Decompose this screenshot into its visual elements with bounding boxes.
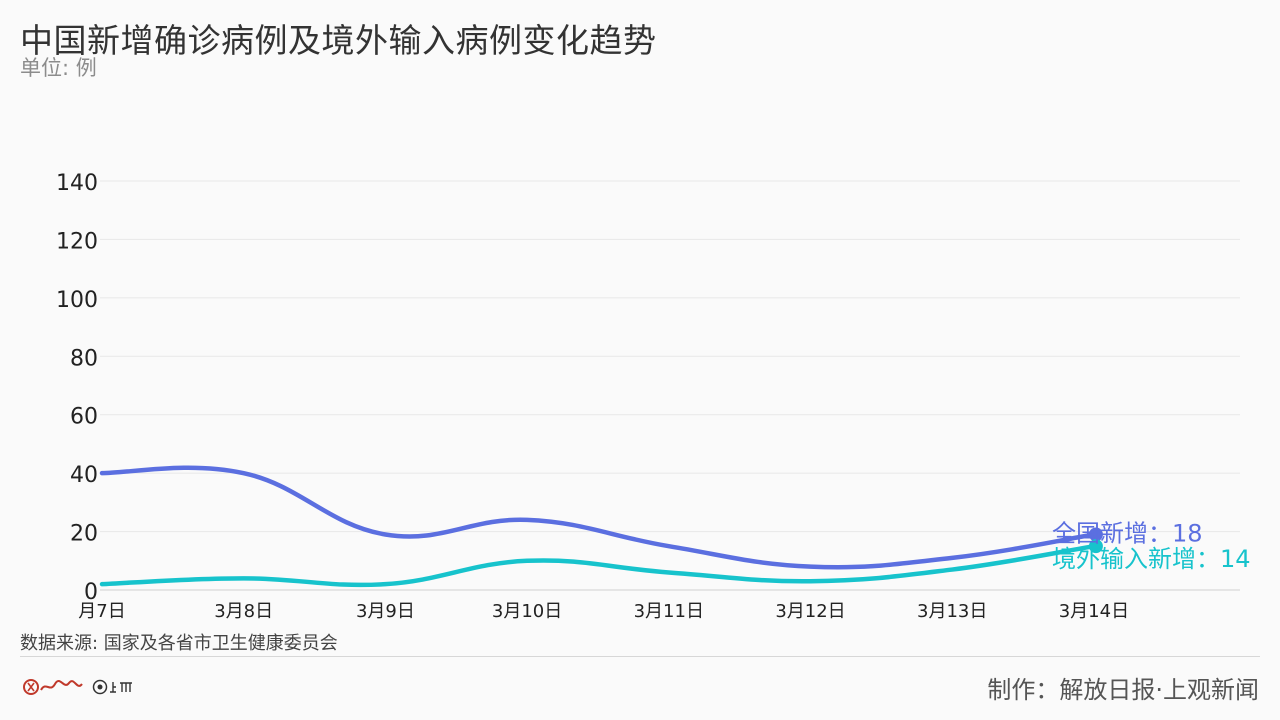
y-tick-label: 20 (70, 522, 98, 547)
x-axis-ticks: 月7日 3月8日 3月9日 3月10日 3月11日 3月12日 3月13日 3月14日 (78, 601, 1129, 622)
x-tick-label: 3月11日 (634, 601, 704, 622)
y-tick-label: 60 (70, 405, 98, 430)
footer-divider (20, 656, 1260, 657)
data-source: 数据来源: 国家及各省市卫生健康委员会 (20, 633, 338, 654)
x-tick-label: 3月14日 (1059, 601, 1129, 622)
y-axis-ticks: 0 20 40 60 80 100 120 140 (56, 171, 98, 605)
x-tick-label: 3月8日 (214, 601, 273, 622)
x-tick-label: 3月10日 (492, 601, 562, 622)
y-tick-label: 140 (56, 171, 98, 196)
producer-credit: 制作：解放日报·上观新闻 (987, 676, 1259, 704)
chart-unit: 单位: 例 (20, 56, 97, 80)
series-end-point (1088, 527, 1103, 542)
y-tick-label: 80 (70, 346, 98, 371)
series-end-label: 全国新增：18 (1052, 519, 1203, 547)
x-tick-label: 月7日 (78, 601, 125, 622)
jiefang-daily-logo (23, 679, 83, 695)
y-tick-label: 120 (56, 229, 98, 254)
y-tick-label: 0 (84, 580, 98, 605)
series-end-label: 境外输入新增：14 (1052, 545, 1251, 573)
series-lines (99, 465, 1103, 588)
x-tick-label: 3月12日 (775, 601, 845, 622)
shangguan-logo (92, 679, 132, 695)
grid-lines (100, 180, 1240, 591)
chart-title: 中国新增确诊病例及境外输入病例变化趋势 (20, 21, 657, 60)
series-end-point (1088, 539, 1103, 554)
x-tick-label: 3月9日 (356, 601, 415, 622)
y-tick-label: 40 (70, 463, 98, 488)
series-line-imported (99, 543, 1097, 588)
x-tick-label: 3月13日 (917, 601, 987, 622)
publisher-logos (22, 678, 134, 696)
y-tick-label: 100 (56, 288, 98, 313)
series-line-national (99, 465, 1097, 570)
